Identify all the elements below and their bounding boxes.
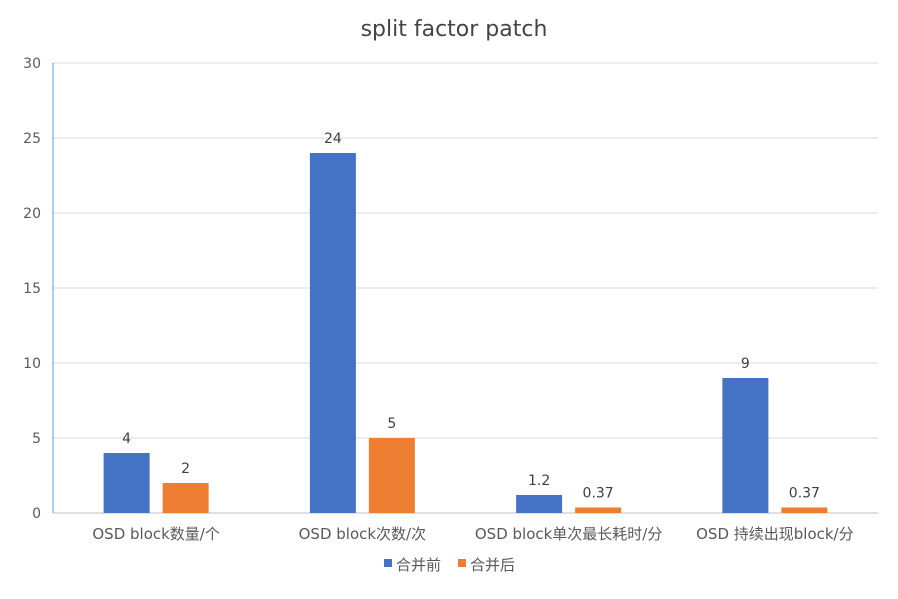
x-tick-label: OSD 持续出现block/分: [696, 525, 854, 543]
bar: [516, 495, 563, 513]
legend-label: 合并前: [396, 556, 441, 574]
data-label: 2: [181, 461, 190, 477]
data-label: 1.2: [528, 473, 550, 489]
y-tick-label: 0: [32, 506, 41, 522]
y-tick-label: 5: [32, 431, 41, 447]
y-tick-label: 15: [23, 281, 41, 297]
x-tick-label: OSD block数量/个: [92, 525, 220, 543]
legend-label: 合并后: [470, 556, 515, 574]
bar: [781, 507, 828, 513]
data-label: 0.37: [583, 485, 614, 501]
x-axis-labels: OSD block数量/个 OSD block次数/次 OSD block单次最长耗…: [92, 525, 853, 543]
data-label: 5: [387, 416, 396, 432]
y-tick-label: 10: [23, 356, 41, 372]
data-label: 24: [324, 131, 342, 147]
data-label: 0.37: [789, 485, 820, 501]
bars: 4 2 24 5 1.2 0.37 9 0.37: [103, 131, 828, 513]
bar: [722, 378, 769, 513]
bar: [368, 438, 415, 513]
y-tick-label: 20: [23, 206, 41, 222]
x-tick-label: OSD block单次最长耗时/分: [475, 525, 663, 543]
x-tick-label: OSD block次数/次: [299, 525, 427, 543]
bar: [309, 153, 356, 513]
bar: [575, 507, 622, 513]
y-tick-label: 25: [23, 131, 41, 147]
legend: 合并前 合并后: [384, 556, 515, 574]
data-label: 9: [741, 356, 750, 372]
legend-swatch: [458, 559, 466, 567]
y-tick-label: 30: [23, 56, 41, 72]
bar: [103, 453, 150, 513]
bar: [162, 483, 209, 513]
legend-swatch: [384, 559, 392, 567]
data-label: 4: [122, 431, 131, 447]
chart-title: split factor patch: [361, 17, 548, 42]
y-axis-ticks: 0 5 10 15 20 25 30: [23, 56, 41, 522]
